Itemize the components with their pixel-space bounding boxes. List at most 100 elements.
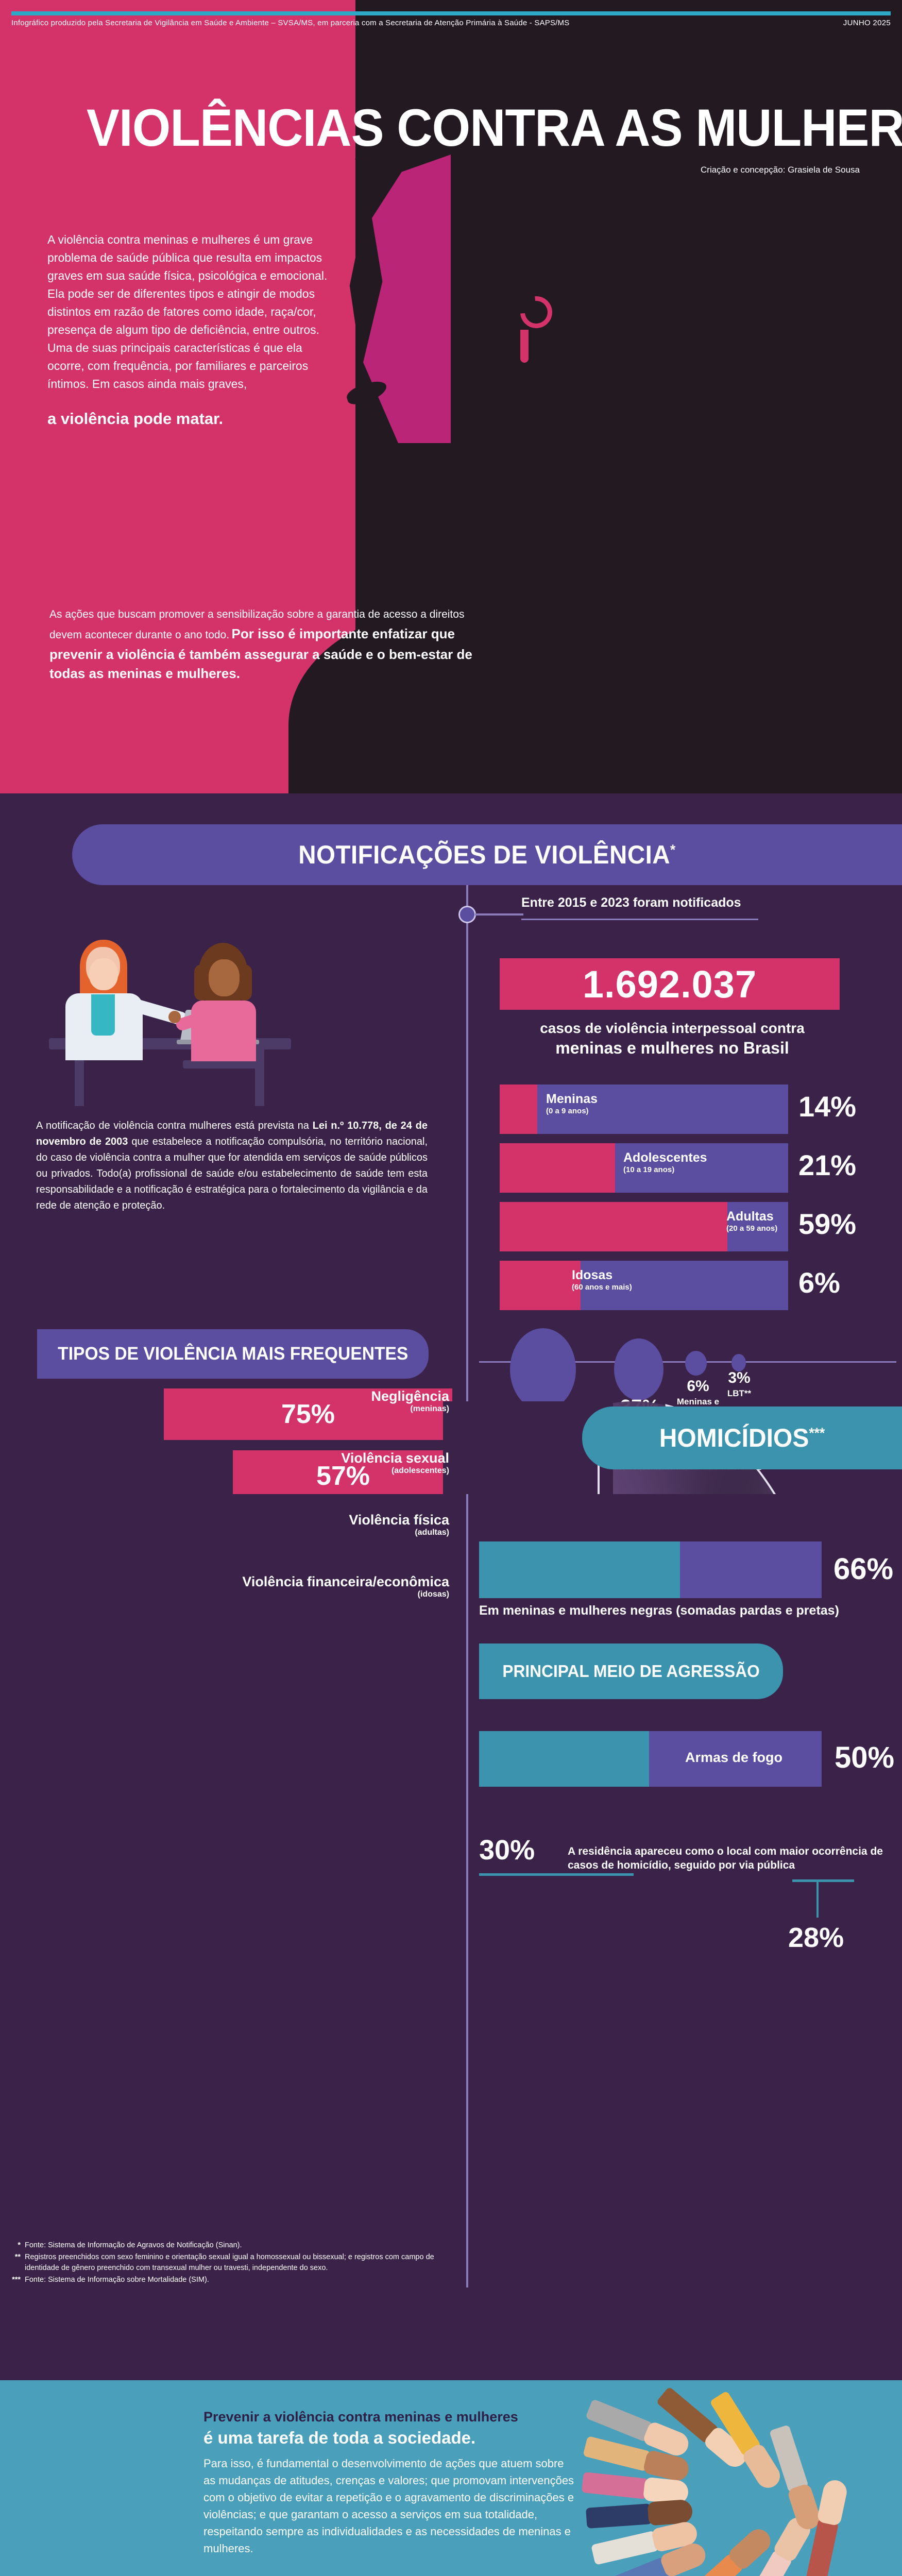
homicidios-title: HOMICÍDIOS	[659, 1423, 809, 1452]
residencia-text: A residência apareceu como o local com m…	[568, 1845, 883, 1872]
hero-block2-bold: Por isso é importante enfatizar que prev…	[49, 625, 472, 682]
homicidios-lower-section: 66% Em meninas e mulheres negras (somada…	[0, 1494, 902, 2380]
footnote-mark: **	[14, 2253, 21, 2262]
tipos-violencia-title: TIPOS DE VIOLÊNCIA MAIS FREQUENTES	[57, 1344, 409, 1364]
law-reference: Lei n.º 10.778, de 24 de novembro de 200…	[36, 1120, 428, 1147]
age-value: 59%	[798, 1208, 857, 1240]
footnote-text: Fonte: Sistema de Informação sobre Morta…	[25, 2276, 209, 2284]
age-label: Adolescentes	[623, 1150, 707, 1165]
footnotes-block: * Fonte: Sistema de Informação de Agravo…	[7, 2240, 461, 2286]
chart-row: Meninas (0 a 9 anos) 14%	[500, 1084, 860, 1134]
prevencao-line2: é uma tarefa de toda a sociedade.	[203, 2428, 476, 2447]
total-cases-caption: casos de violência interpessoal contra m…	[495, 1020, 850, 1058]
via-publica-connector	[816, 1882, 819, 1918]
prevencao-line1: Prevenir a violência contra meninas e mu…	[203, 2409, 518, 2425]
eye-stroke-icon	[520, 330, 529, 363]
notificacoes-title-banner: NOTIFICAÇÕES DE VIOLÊNCIA*	[72, 824, 902, 885]
hero-body-text: A violência contra meninas e mulheres é …	[47, 233, 328, 391]
header-date: JUNHO 2025	[843, 19, 891, 27]
armas-fogo-row: Armas de fogo 50%	[479, 1731, 896, 1787]
period-underline	[521, 919, 758, 920]
age-label: Adultas	[726, 1209, 774, 1224]
tipo-value: 75%	[281, 1399, 335, 1429]
tipo-sublabel: (adultas)	[415, 1528, 449, 1537]
age-value: 14%	[798, 1090, 857, 1123]
via-publica-value: 28%	[788, 1922, 844, 1953]
chart-row: 75% Negligência (meninas)	[0, 1388, 453, 1440]
chart-row: Adultas (20 a 59 anos) 59%	[500, 1202, 860, 1251]
page-title: VIOLÊNCIAS CONTRA AS MULHERES	[87, 98, 902, 157]
age-label: Idosas	[572, 1268, 613, 1282]
armas-label: Armas de fogo	[685, 1750, 783, 1765]
header-credit: Infográfico produzido pela Secretaria de…	[11, 19, 570, 27]
bubble-marker	[731, 1354, 746, 1371]
total-cases-box: 1.692.037	[500, 958, 840, 1010]
age-label: Meninas	[546, 1092, 598, 1106]
bubble-marker	[685, 1351, 707, 1376]
footnote-row: ** Registros preenchidos com sexo femini…	[7, 2252, 461, 2274]
chart-row: Adolescentes (10 a 19 anos) 21%	[500, 1143, 860, 1193]
law-text-post: que estabelece a notificação compulsória…	[36, 1136, 428, 1211]
hands-together-illustration	[572, 2380, 902, 2576]
homicidios-meio-title: PRINCIPAL MEIO DE AGRESSÃO	[502, 1662, 760, 1681]
footnote-mark: ***	[12, 2276, 21, 2284]
total-caption-line1: casos de violência interpessoal contra	[540, 1020, 805, 1036]
age-sublabel: (20 a 59 anos)	[726, 1224, 778, 1233]
notificacoes-period-label: Entre 2015 e 2023 foram notificados	[521, 895, 741, 910]
age-value: 21%	[798, 1149, 857, 1181]
tipo-sublabel: (idosas)	[417, 1590, 449, 1599]
law-text-pre: A notificação de violência contra mulher…	[36, 1120, 313, 1131]
hero-section: Infográfico produzido pela Secretaria de…	[0, 0, 902, 793]
age-bar-chart: Meninas (0 a 9 anos) 14% Adolescentes (1…	[500, 1084, 860, 1319]
bubble-marker	[614, 1338, 663, 1400]
design-credit: Criação e concepção: Grasiela de Sousa	[701, 165, 860, 175]
tipo-sublabel: (adolescentes)	[391, 1466, 449, 1475]
tipos-violencia-banner: TIPOS DE VIOLÊNCIA MAIS FREQUENTES	[37, 1329, 429, 1379]
prevencao-body: Para isso, é fundamental o desenvolvimen…	[203, 2456, 574, 2555]
bubble-label: LBT**	[727, 1388, 752, 1398]
homicidios-meio-banner: PRINCIPAL MEIO DE AGRESSÃO	[479, 1643, 783, 1699]
tipo-label: Negligência	[371, 1388, 449, 1404]
prevencao-section: Prevenir a violência contra meninas e mu…	[0, 2380, 902, 2576]
footnote-mark: *	[18, 2241, 21, 2249]
period-dot-marker	[458, 906, 476, 923]
negras-bar-row: 66%	[479, 1541, 896, 1598]
tipo-value: 57%	[316, 1461, 370, 1491]
homicidios-title-banner: HOMICÍDIOS***	[582, 1406, 902, 1469]
bubble-value: 3%	[728, 1369, 751, 1386]
total-caption-line2: meninas e mulheres no Brasil	[555, 1039, 789, 1057]
hero-secondary-block: As ações que buscam promover a sensibili…	[49, 605, 487, 684]
bubble-value: 6%	[687, 1378, 709, 1395]
chart-row: 57% Violência sexual (adolescentes)	[0, 1450, 453, 1502]
top-accent-bar	[11, 11, 891, 15]
negras-value: 66%	[833, 1552, 894, 1586]
period-connector	[475, 913, 523, 916]
via-publica-cap	[792, 1879, 854, 1882]
age-sublabel: (0 a 9 anos)	[546, 1107, 589, 1115]
residencia-underline	[479, 1873, 634, 1876]
tipo-label: Violência física	[349, 1512, 449, 1528]
hero-kicker: a violência pode matar.	[47, 410, 224, 428]
tipo-sublabel: (meninas)	[410, 1404, 449, 1413]
footnote-row: * Fonte: Sistema de Informação de Agravo…	[7, 2240, 461, 2251]
age-value: 6%	[798, 1266, 840, 1299]
residencia-value: 30%	[479, 1835, 535, 1866]
notificacoes-title-asterisk: *	[670, 841, 676, 858]
footnote-text: Registros preenchidos com sexo feminino …	[25, 2253, 434, 2273]
tipo-label: Violência sexual	[341, 1450, 449, 1466]
law-description: A notificação de violência contra mulher…	[36, 1118, 428, 1214]
homicidios-title-asterisks: ***	[809, 1425, 825, 1441]
footnote-row: *** Fonte: Sistema de Informação sobre M…	[7, 2275, 461, 2285]
hero-block2-thin: As ações que buscam promover a sensibili…	[49, 608, 465, 641]
vertical-divider-lower	[466, 1494, 468, 2287]
chart-row: Idosas (60 anos e mais) 6%	[500, 1261, 860, 1310]
armas-value: 50%	[835, 1741, 895, 1774]
negras-caption: Em meninas e mulheres negras (somadas pa…	[479, 1603, 839, 1618]
tipo-label: Violência financeira/econômica	[242, 1574, 449, 1589]
footnote-text: Fonte: Sistema de Informação de Agravos …	[25, 2241, 242, 2249]
age-sublabel: (60 anos e mais)	[572, 1283, 632, 1292]
prevencao-text-block: Prevenir a violência contra meninas e mu…	[203, 2409, 574, 2557]
consultation-illustration	[28, 938, 425, 1108]
notificacoes-title: NOTIFICAÇÕES DE VIOLÊNCIA	[298, 840, 671, 869]
